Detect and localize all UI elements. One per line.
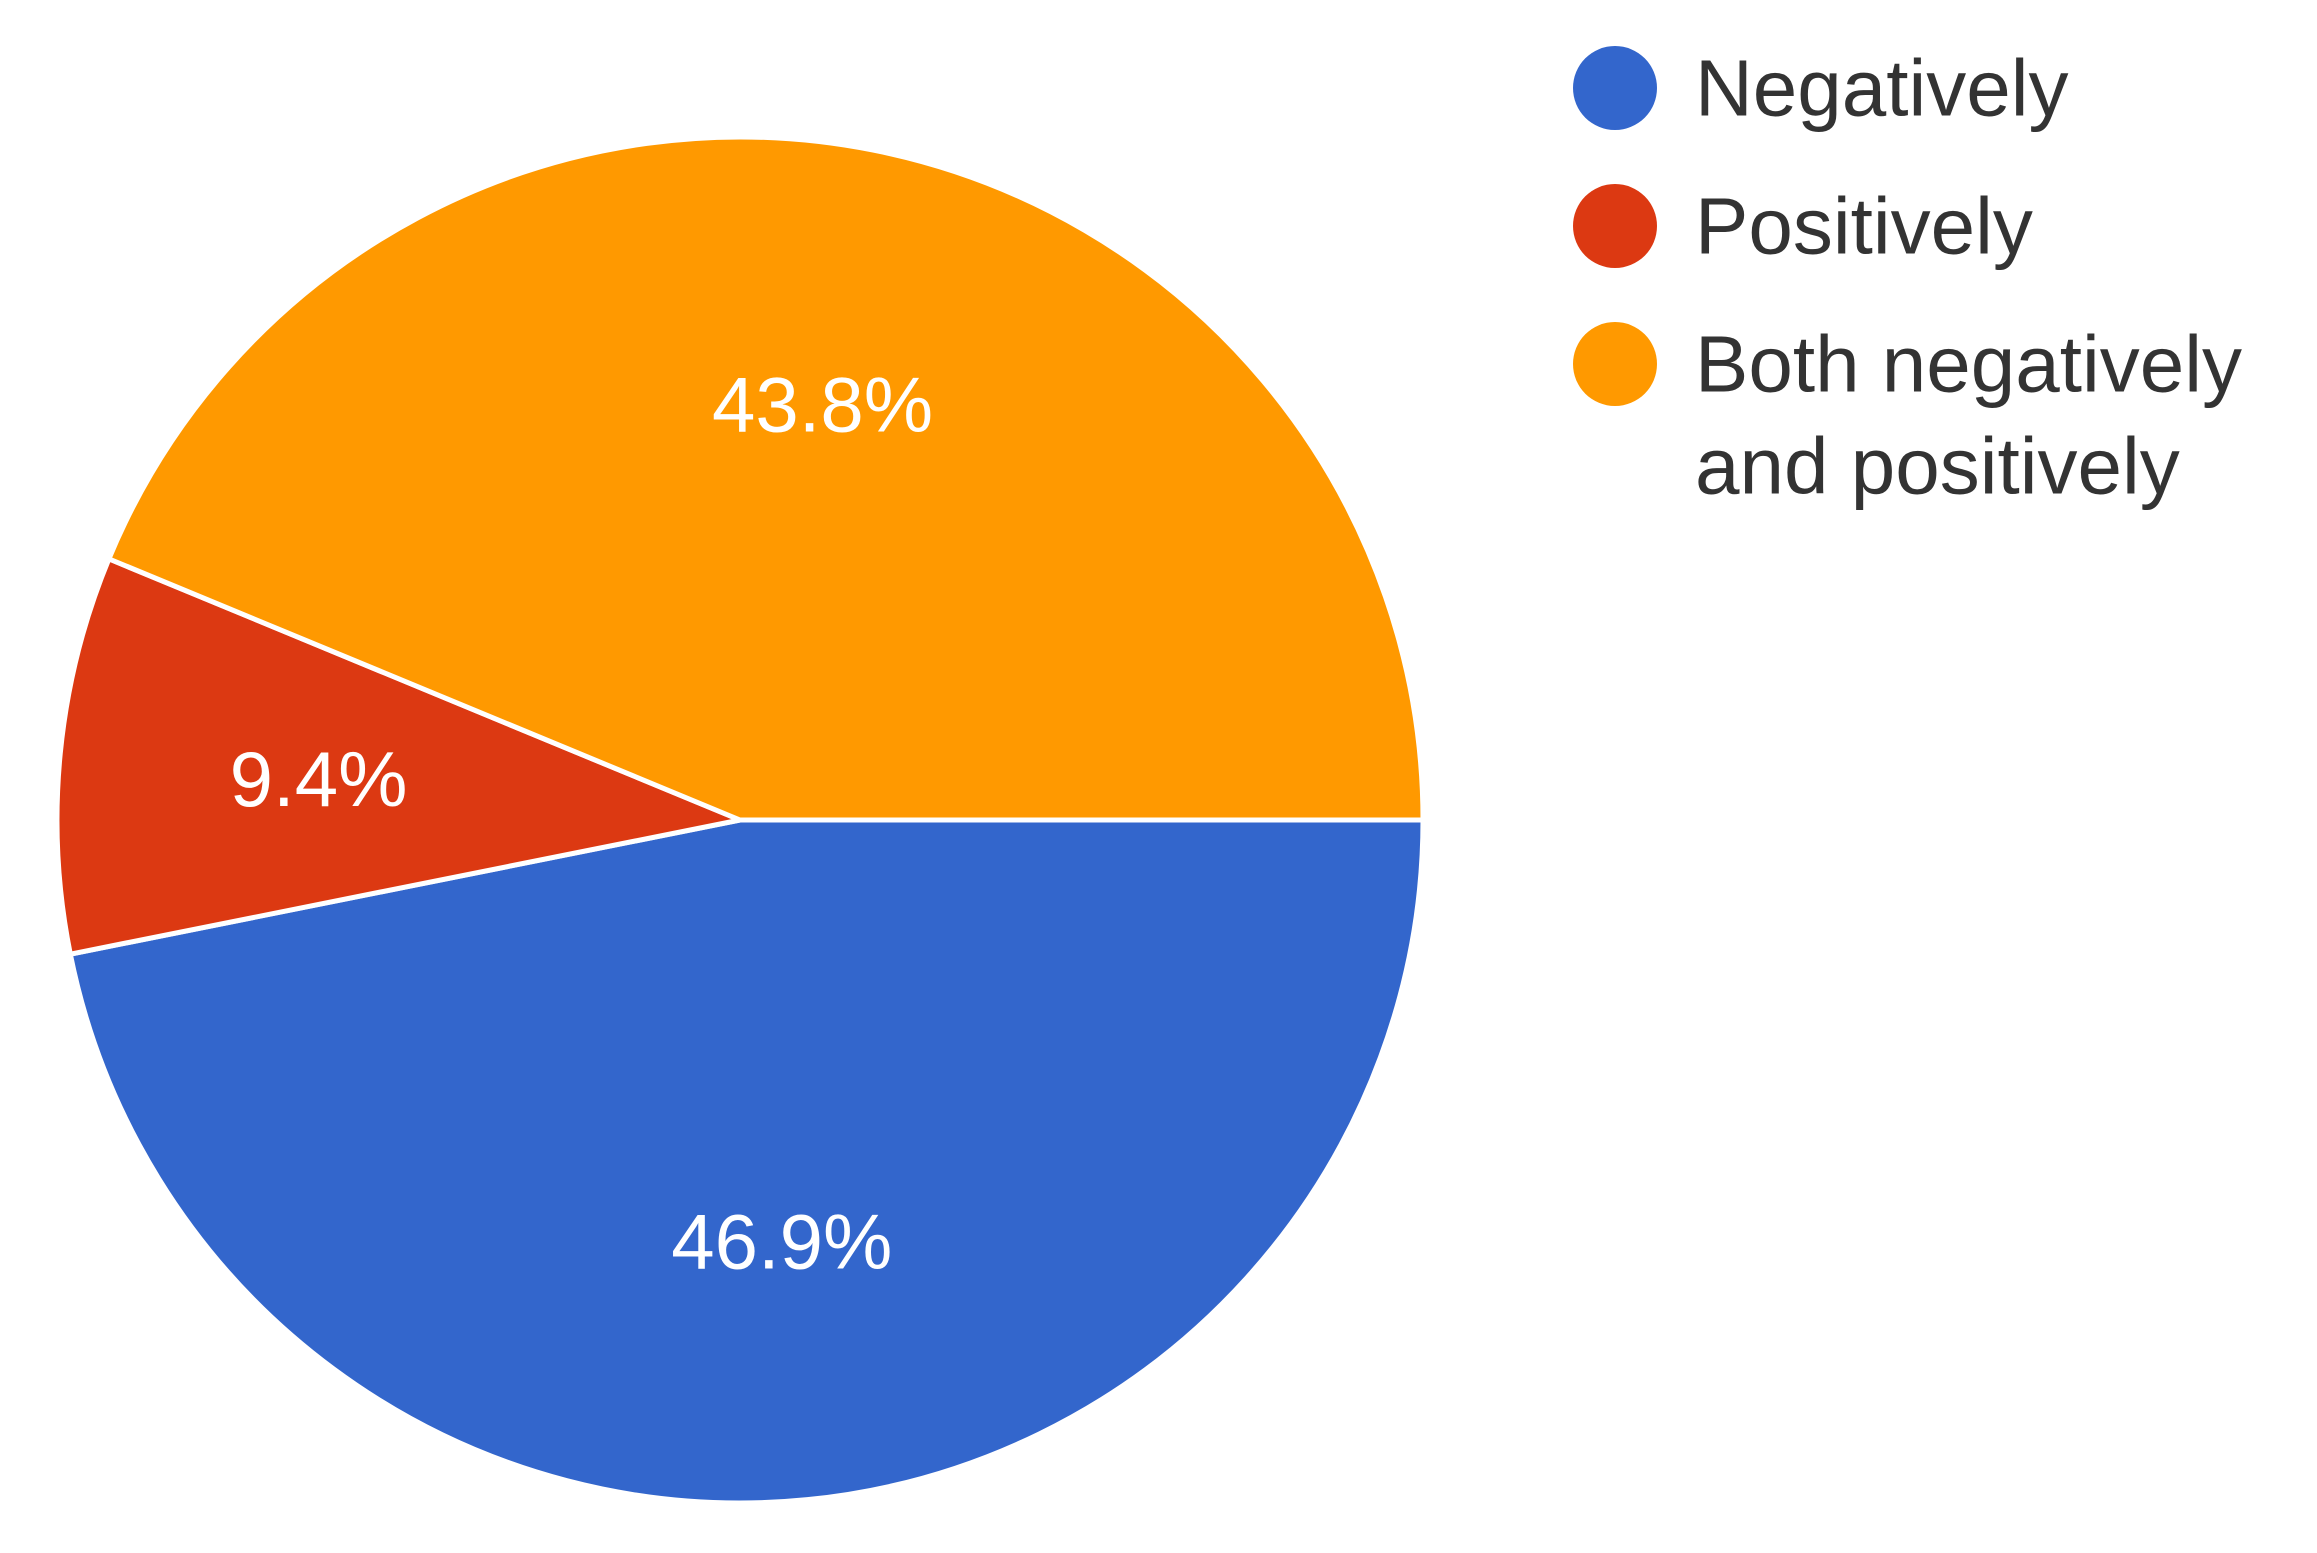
legend-marker [1573, 184, 1657, 268]
legend-label: Negatively [1695, 44, 2069, 133]
slice-value-label: 43.8% [712, 361, 933, 449]
slice-value-label: 9.4% [230, 735, 408, 823]
pie-slices [54, 134, 1426, 1506]
legend: Negatively Positively Both negatively and p… [1573, 44, 2242, 511]
legend-label: and positively [1695, 422, 2180, 511]
legend-label: Both negatively [1695, 320, 2242, 409]
pie-slice-positively [54, 556, 743, 957]
pie-slice-negatively [67, 817, 1426, 1506]
slice-value-label: 46.9% [671, 1197, 892, 1285]
legend-label: Positively [1695, 182, 2033, 271]
legend-marker [1573, 46, 1657, 130]
pie-slice-labels: 46.9% 9.4% 43.8% [230, 361, 933, 1286]
legend-marker [1573, 322, 1657, 406]
pie-slice-both-negatively-and-positively [106, 134, 1426, 823]
